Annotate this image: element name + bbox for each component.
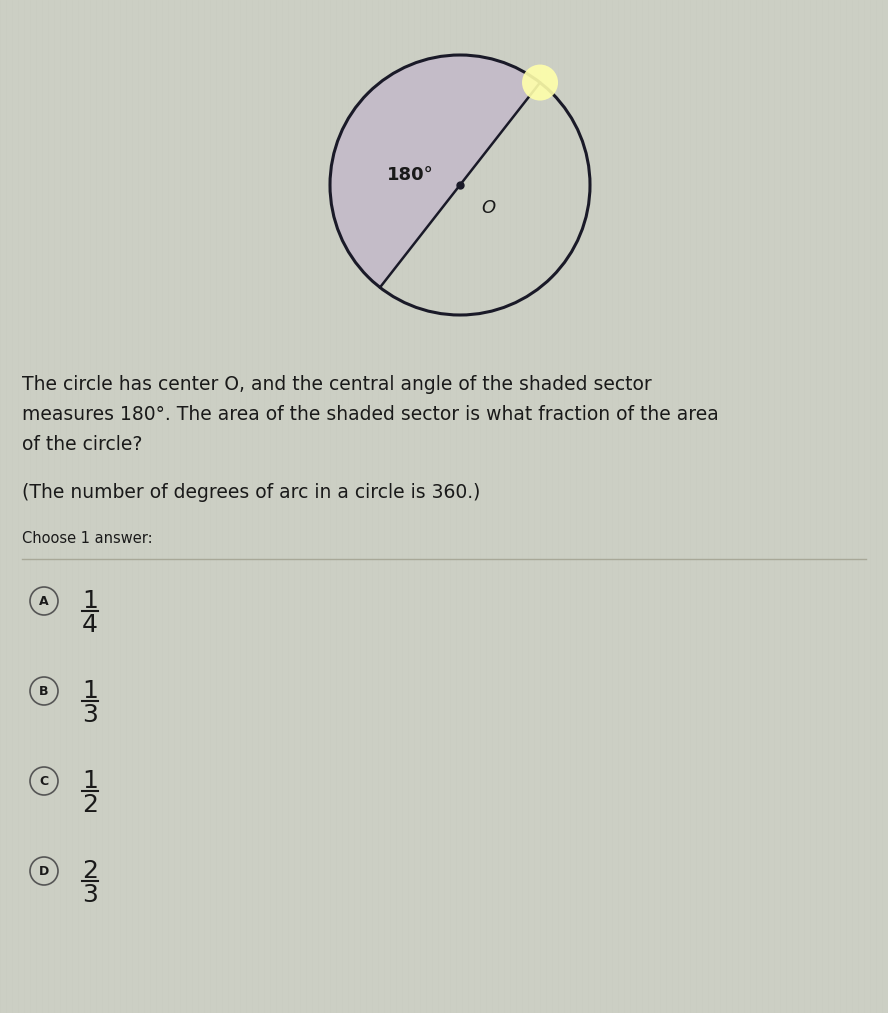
Text: 1: 1	[82, 769, 98, 793]
Polygon shape	[330, 55, 540, 288]
Text: C: C	[39, 775, 49, 787]
Text: B: B	[39, 685, 49, 698]
Text: 4: 4	[82, 613, 98, 637]
Text: 3: 3	[82, 703, 98, 727]
Text: 2: 2	[82, 859, 98, 883]
Text: A: A	[39, 595, 49, 608]
Text: The circle has center O, and the central angle of the shaded sector: The circle has center O, and the central…	[22, 375, 652, 394]
Text: 3: 3	[82, 883, 98, 907]
Text: 1: 1	[82, 679, 98, 703]
Text: 2: 2	[82, 793, 98, 817]
Text: 1: 1	[82, 589, 98, 613]
Text: Choose 1 answer:: Choose 1 answer:	[22, 531, 153, 546]
Text: of the circle?: of the circle?	[22, 435, 142, 454]
Circle shape	[522, 65, 558, 100]
Text: (The number of degrees of arc in a circle is 360.): (The number of degrees of arc in a circl…	[22, 483, 480, 502]
Text: D: D	[39, 864, 49, 877]
Text: 180°: 180°	[387, 165, 434, 183]
Text: measures 180°. The area of the shaded sector is what fraction of the area: measures 180°. The area of the shaded se…	[22, 405, 718, 424]
Text: O: O	[481, 200, 496, 218]
